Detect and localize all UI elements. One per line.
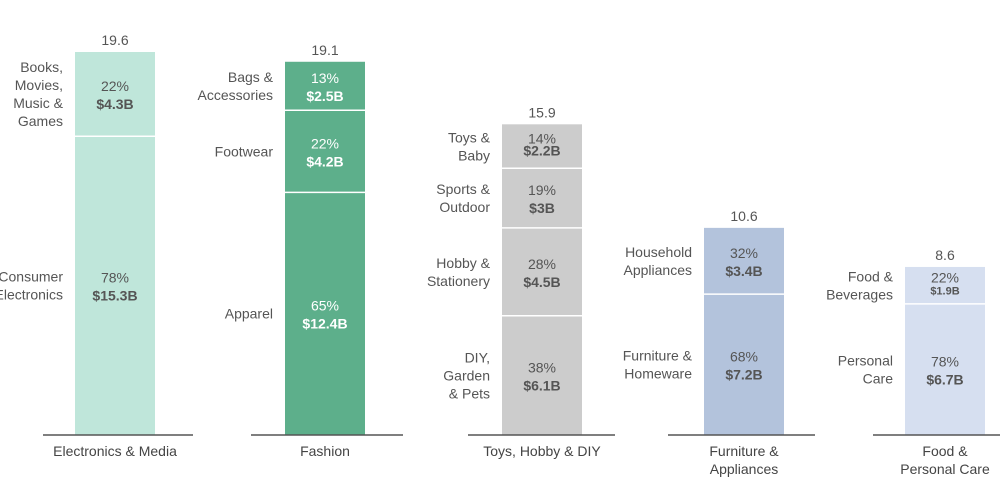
category-group [502, 124, 582, 435]
category-axis-label: Electronics & Media [53, 443, 177, 459]
segment-name-label: Household [625, 244, 692, 260]
segment-name-label: Outdoor [439, 199, 490, 215]
segment-name-label: Garden [443, 367, 490, 383]
segment-amount-label: $7.2B [725, 367, 762, 383]
bar-segment [75, 136, 155, 435]
segment-percent-label: 22% [931, 269, 959, 285]
segment-name-label: Furniture & [623, 348, 693, 364]
segment-amount-label: $4.3B [96, 96, 133, 112]
bar-segment [905, 266, 985, 304]
segment-name-label: Consumer [0, 269, 63, 285]
segment-name-label: Bags & [228, 69, 274, 85]
segment-amount-label: $3B [529, 200, 555, 216]
segment-percent-label: 32% [730, 245, 758, 261]
segment-amount-label: $2.5B [306, 88, 343, 104]
bar-segment [905, 303, 985, 435]
bar-total-label: 8.6 [935, 247, 955, 263]
segment-percent-label: 22% [101, 78, 129, 94]
segment-name-label: Games [18, 113, 63, 129]
segment-name-label: DIY, [465, 349, 490, 365]
segment-amount-label: $3.4B [725, 263, 762, 279]
segment-name-label: Music & [13, 95, 63, 111]
segment-name-label: Personal [838, 352, 893, 368]
segment-percent-label: 22% [311, 135, 339, 151]
segment-amount-label: $4.5B [523, 274, 560, 290]
segment-name-label: Homeware [624, 366, 692, 382]
segment-name-label: Books, [20, 59, 63, 75]
segment-name-label: Sports & [436, 181, 490, 197]
segment-amount-label: $1.9B [930, 285, 959, 297]
category-group [285, 61, 365, 435]
category-group [704, 227, 784, 435]
segment-name-label: Apparel [225, 306, 273, 322]
segment-name-label: Food & [848, 268, 894, 284]
category-axis-label: Toys, Hobby & DIY [483, 443, 601, 459]
segment-percent-label: 38% [528, 359, 556, 375]
category-axis-label: Food & [922, 443, 968, 459]
segment-percent-label: 14% [528, 130, 556, 146]
bar-segment [502, 227, 582, 316]
segment-name-label: Hobby & [436, 255, 490, 271]
segment-name-label: & Pets [449, 385, 490, 401]
segment-name-label: Toys & [448, 129, 491, 145]
segment-amount-label: $2.2B [523, 142, 560, 158]
bar-segment [502, 168, 582, 228]
bar-total-label: 15.9 [528, 104, 555, 120]
bar-segment [704, 227, 784, 295]
category-group [905, 266, 985, 435]
segment-amount-label: $6.7B [926, 371, 963, 387]
segment-percent-label: 78% [931, 353, 959, 369]
bar-segment [285, 61, 365, 111]
segment-percent-label: 65% [311, 298, 339, 314]
segment-percent-label: 68% [730, 349, 758, 365]
segment-name-label: Footwear [215, 143, 274, 159]
segment-amount-label: $4.2B [306, 153, 343, 169]
segment-percent-label: 13% [311, 70, 339, 86]
segment-amount-label: $15.3B [92, 288, 137, 304]
bar-segment [75, 52, 155, 137]
bar-segment [704, 294, 784, 435]
segment-name-label: Care [863, 370, 894, 386]
bar-total-label: 10.6 [730, 208, 757, 224]
category-axis-label: Personal Care [900, 461, 990, 477]
bar-segment [285, 192, 365, 435]
bar-total-label: 19.6 [101, 32, 128, 48]
segment-name-label: Movies, [15, 77, 63, 93]
segment-amount-label: $12.4B [302, 316, 347, 332]
segment-percent-label: 28% [528, 256, 556, 272]
bar-segment [502, 124, 582, 169]
bar-total-label: 19.1 [311, 42, 338, 58]
segment-percent-label: 19% [528, 182, 556, 198]
segment-name-label: Stationery [427, 273, 490, 289]
segment-name-label: Electronics [0, 287, 63, 303]
category-axis-label: Fashion [300, 443, 350, 459]
category-axis-label: Appliances [710, 461, 779, 477]
bar-segment [502, 315, 582, 435]
segment-name-label: Appliances [624, 262, 693, 278]
segment-name-label: Baby [458, 147, 490, 163]
segment-amount-label: $6.1B [523, 377, 560, 393]
segment-name-label: Accessories [198, 87, 273, 103]
category-group [75, 52, 155, 435]
segment-percent-label: 78% [101, 270, 129, 286]
bar-segment [285, 110, 365, 193]
segment-name-label: Beverages [826, 286, 893, 302]
category-axis-label: Furniture & [709, 443, 779, 459]
